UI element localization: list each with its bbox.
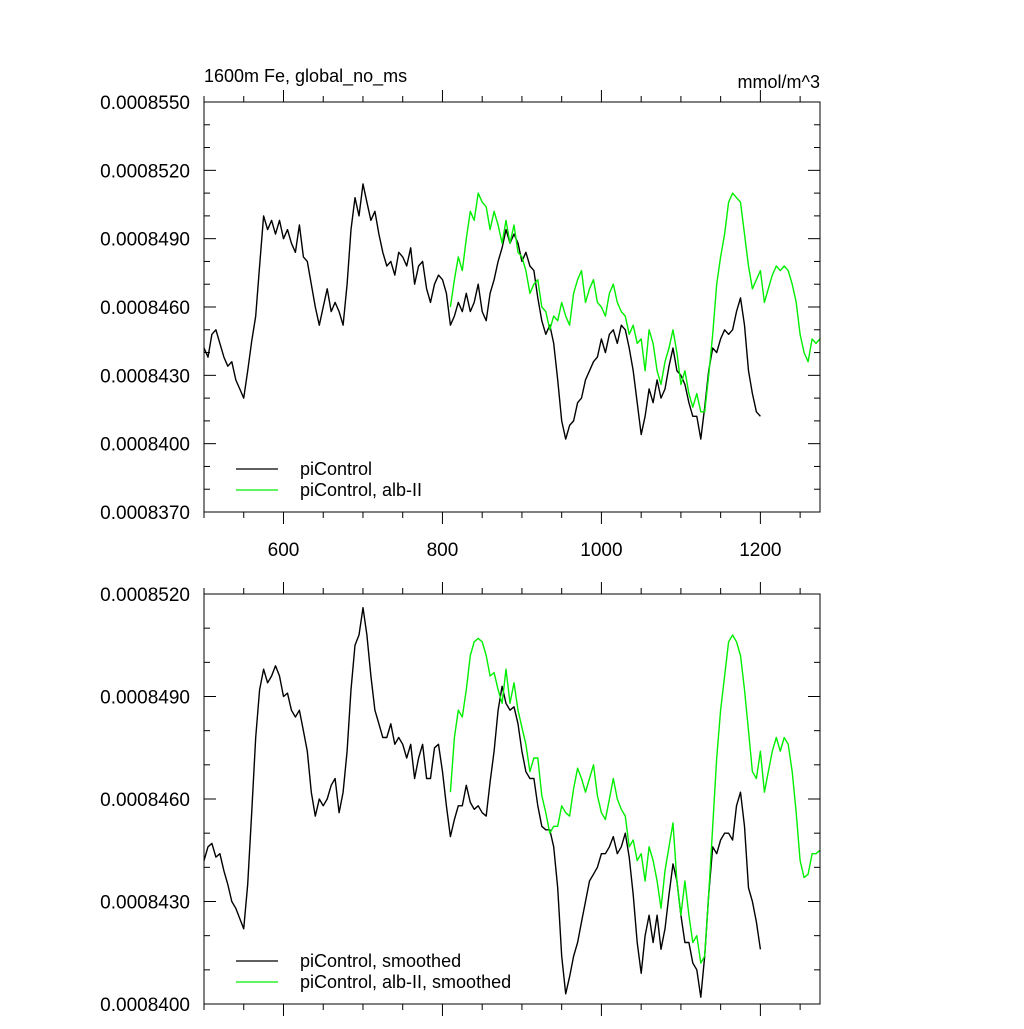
top-chart: 1600m Fe, global_no_ms mmol/m^3 0.000837…	[100, 66, 821, 561]
y-tick-label: 0.0008460	[100, 298, 190, 319]
series-line-picontrol	[203, 183, 761, 440]
y-tick-label: 0.0008400	[100, 435, 190, 456]
y-tick-label: 0.0008370	[100, 503, 190, 524]
y-tick-label: 0.0008430	[100, 893, 190, 914]
y-tick-label: 0.0008490	[100, 230, 190, 251]
legend-label-picontrol-alb-ii-smoothed: piControl, alb-II, smoothed	[300, 972, 511, 992]
x-tick-label: 600	[268, 540, 300, 561]
legend-label-picontrol-alb-ii: piControl, alb-II	[300, 480, 422, 500]
series-line-picontrol-alb-ii	[449, 192, 821, 413]
x-tick-label: 800	[427, 540, 459, 561]
y-tick-label: 0.0008460	[100, 790, 190, 811]
plot-frame	[203, 593, 821, 1005]
series-line-picontrol-smoothed	[203, 607, 762, 998]
legend-label-picontrol: piControl	[300, 459, 372, 479]
legend: piControl piControl, alb-II	[236, 459, 422, 500]
y-tick-label: 0.0008520	[100, 161, 190, 182]
y-tick-label: 0.0008400	[100, 995, 190, 1016]
series-line-picontrol-alb-ii-smoothed	[449, 634, 821, 964]
plot-frame	[203, 101, 821, 513]
x-tick-label: 1000	[580, 540, 622, 561]
legend-label-picontrol-smoothed: piControl, smoothed	[300, 951, 461, 971]
x-tick-label: 1200	[739, 540, 781, 561]
bottom-chart: 0.0008400 0.0008430 0.0008460 0.0008490 0.00…	[100, 582, 821, 1016]
legend: piControl, smoothed piControl, alb-II, s…	[236, 951, 511, 992]
y-tick-label: 0.0008520	[100, 585, 190, 606]
units-label: mmol/m^3	[738, 72, 820, 92]
y-tick-label: 0.0008550	[100, 93, 190, 114]
y-tick-label: 0.0008430	[100, 366, 190, 387]
y-tick-label: 0.0008490	[100, 688, 190, 709]
chart-title: 1600m Fe, global_no_ms	[204, 66, 407, 87]
